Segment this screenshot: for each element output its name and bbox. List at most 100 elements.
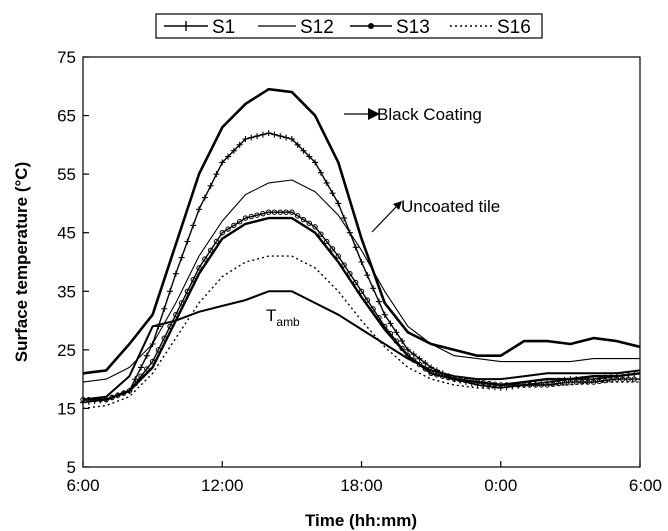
point-marker-s1	[196, 206, 203, 213]
point-marker-s1	[143, 352, 150, 359]
series-line-black-coating	[82, 87, 641, 375]
point-marker-s13	[300, 216, 307, 223]
point-marker-s13	[277, 209, 283, 215]
legend-item-s13: S13	[350, 17, 430, 38]
point-marker-s1	[312, 159, 319, 166]
point-marker-s13	[219, 230, 225, 236]
point-marker-s1	[207, 182, 214, 189]
point-marker-s13	[335, 253, 341, 259]
point-marker-s13	[596, 378, 603, 385]
x-axis-label: Time (hh:mm)	[305, 511, 417, 530]
x-tick-label: 6:00	[629, 476, 662, 495]
point-marker-s13	[631, 376, 637, 382]
point-marker-s13	[260, 210, 266, 217]
point-marker-s13	[352, 279, 359, 286]
point-marker-s1	[248, 134, 255, 141]
point-marker-s1	[294, 141, 301, 148]
point-marker-s1	[288, 136, 295, 142]
y-tick-label: 45	[57, 224, 76, 243]
legend: S1 S12 S13 S16	[155, 13, 543, 39]
series-group	[80, 87, 641, 410]
point-marker-s13	[231, 222, 237, 229]
point-marker-s13	[254, 212, 260, 218]
point-marker-s1	[167, 288, 174, 295]
point-marker-s13	[265, 209, 272, 215]
point-marker-s1	[358, 259, 365, 265]
point-marker-s13	[550, 381, 556, 387]
point-marker-s13	[556, 380, 562, 387]
point-marker-s1	[277, 133, 284, 140]
annotation-tamb-main: T	[266, 306, 276, 325]
annotation-tamb-subscript: amb	[276, 315, 300, 329]
point-marker-s13	[538, 382, 545, 388]
point-marker-s1	[341, 215, 348, 222]
x-tick-label: 12:00	[201, 476, 244, 495]
point-marker-s13	[236, 219, 243, 225]
point-marker-s13	[306, 220, 312, 226]
series-line-s16	[82, 255, 640, 410]
point-marker-s13	[242, 215, 249, 221]
point-marker-s1	[225, 153, 232, 160]
series-line-tamb	[82, 290, 641, 401]
arrow-head-icon	[393, 201, 402, 210]
point-marker-s1	[300, 147, 307, 154]
point-marker-s13	[358, 288, 365, 294]
point-marker-s13	[312, 224, 318, 230]
point-marker-s13	[341, 262, 347, 268]
point-marker-s1	[254, 133, 261, 140]
y-tick-label: 75	[57, 48, 76, 67]
annotation-uncoated-tile-arrow	[371, 206, 397, 233]
point-marker-s1	[230, 147, 237, 154]
series-line-s12	[82, 179, 640, 383]
point-marker-s1	[317, 169, 324, 176]
legend-label-s12: S12	[300, 17, 334, 38]
point-marker-s1	[283, 134, 290, 141]
point-marker-s13	[318, 231, 324, 237]
point-marker-s1	[422, 360, 429, 367]
point-marker-s1	[364, 272, 371, 279]
legend-label-s16: S16	[497, 17, 531, 38]
point-marker-s1	[381, 311, 388, 318]
point-marker-s1	[236, 141, 243, 148]
point-marker-s13	[213, 238, 220, 245]
point-marker-s1	[184, 238, 191, 245]
y-tick-label: 15	[57, 399, 76, 418]
y-tick-label: 65	[57, 107, 76, 126]
point-marker-s1	[213, 171, 220, 178]
point-marker-s13	[561, 380, 568, 386]
point-marker-s1	[190, 222, 197, 229]
point-marker-s1	[265, 130, 272, 137]
point-marker-s13	[271, 209, 278, 215]
annotation-uncoated-tile: Uncoated tile	[401, 197, 500, 216]
point-marker-s13	[248, 213, 254, 220]
point-marker-s1	[138, 364, 145, 371]
point-marker-s13	[619, 376, 626, 382]
x-tick-label: 0:00	[484, 476, 517, 495]
point-marker-s1	[352, 244, 359, 251]
point-marker-s1	[306, 153, 313, 160]
point-marker-s1	[201, 194, 208, 201]
point-marker-s1	[242, 136, 249, 142]
y-tick-label: 35	[57, 282, 76, 301]
point-marker-s1	[178, 254, 185, 261]
point-marker-s1	[410, 351, 417, 358]
point-marker-s13	[602, 377, 608, 384]
point-marker-s13	[544, 382, 550, 388]
point-marker-s1	[335, 200, 342, 207]
series-line-s1	[82, 132, 641, 404]
point-marker-s1	[323, 179, 330, 186]
y-tick-label: 5	[67, 458, 76, 477]
arrow-head-icon	[368, 108, 380, 120]
point-marker-s13	[579, 379, 585, 385]
point-marker-s13	[225, 226, 231, 232]
point-marker-s1	[271, 131, 278, 138]
annotation-tamb: Tamb	[266, 306, 300, 329]
annotation-black-coating: Black Coating	[377, 105, 482, 124]
point-marker-s13	[573, 379, 579, 385]
point-marker-s13	[347, 271, 353, 277]
point-marker-s1	[370, 285, 377, 292]
point-marker-s13	[329, 246, 336, 252]
point-marker-s13	[202, 256, 208, 262]
x-tick-label: 6:00	[66, 476, 99, 495]
